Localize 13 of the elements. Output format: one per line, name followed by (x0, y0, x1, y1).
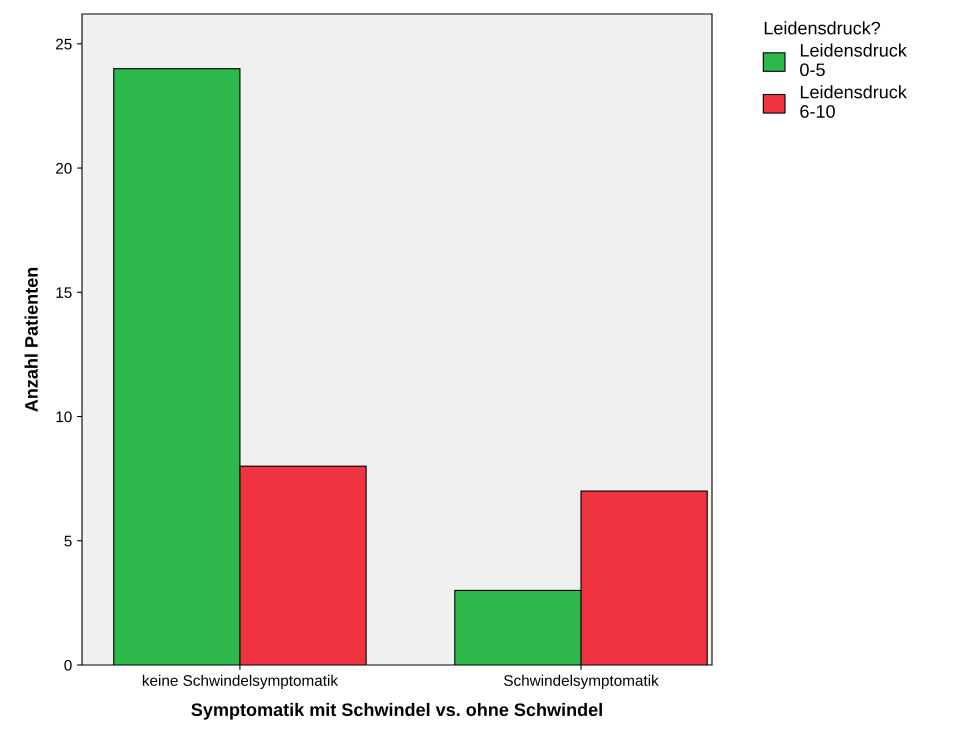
y-tick-label: 0 (64, 660, 72, 671)
x-axis-title: Symptomatik mit Schwindel vs. ohne Schwindel (191, 702, 602, 720)
x-tick-label: keine Schwindelsymptomatik (142, 674, 338, 689)
legend-label: Leidensdruck 0-5 (800, 43, 907, 76)
y-tick-label: 10 (56, 411, 72, 422)
y-tick-label: 25 (56, 38, 72, 50)
y-tick-label: 15 (56, 287, 72, 298)
legend-label: Leidensdruck 6-10 (800, 85, 907, 118)
y-tick-label: 5 (64, 536, 72, 546)
x-tick-label: Schwindelsymptomatik (504, 674, 659, 689)
y-axis-title: Anzahl Patienten (24, 268, 38, 412)
legend-title: Leidensdruck? (764, 21, 880, 34)
y-tick-label: 20 (56, 162, 72, 174)
